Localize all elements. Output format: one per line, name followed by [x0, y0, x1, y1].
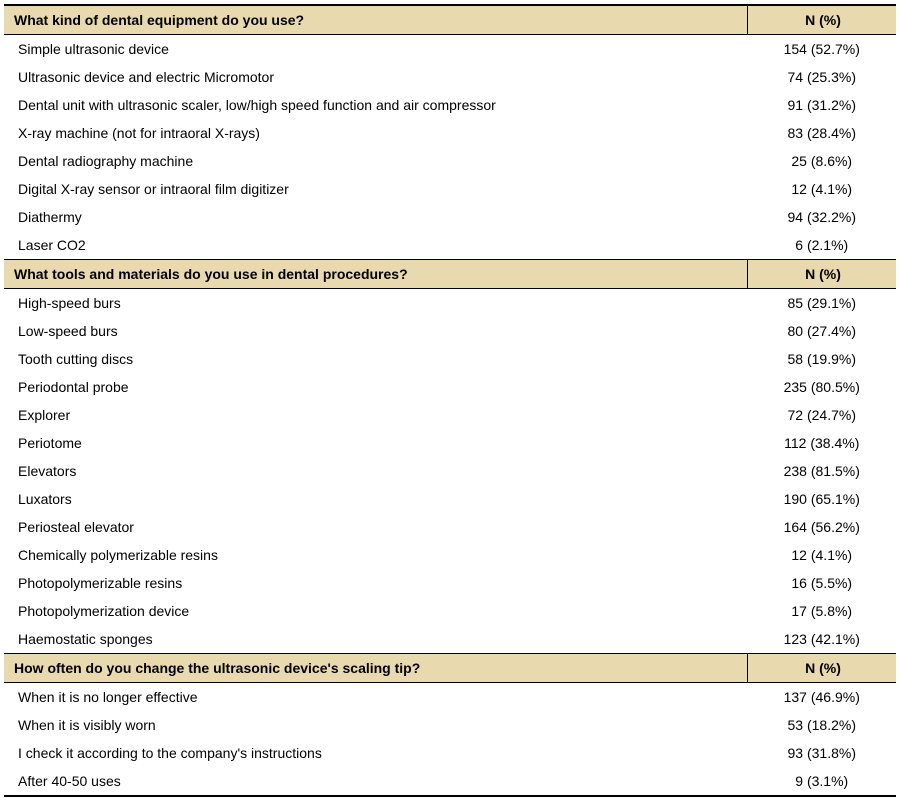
- row-label: Dental radiography machine: [4, 147, 748, 175]
- table-row: Diathermy94 (32.2%): [4, 203, 896, 231]
- row-label: Periodontal probe: [4, 373, 748, 401]
- table-row: Chemically polymerizable resins12 (4.1%): [4, 541, 896, 569]
- table-row: Dental unit with ultrasonic scaler, low/…: [4, 91, 896, 119]
- value-column-header: N (%): [748, 654, 897, 683]
- row-label: Periotome: [4, 429, 748, 457]
- row-label: Digital X-ray sensor or intraoral film d…: [4, 175, 748, 203]
- row-value: 80 (27.4%): [748, 317, 897, 345]
- row-value: 12 (4.1%): [748, 175, 897, 203]
- row-value: 112 (38.4%): [748, 429, 897, 457]
- row-label: Periosteal elevator: [4, 513, 748, 541]
- row-value: 58 (19.9%): [748, 345, 897, 373]
- row-value: 16 (5.5%): [748, 569, 897, 597]
- row-label: When it is no longer effective: [4, 683, 748, 712]
- table-row: After 40-50 uses9 (3.1%): [4, 767, 896, 796]
- row-label: When it is visibly worn: [4, 711, 748, 739]
- row-value: 53 (18.2%): [748, 711, 897, 739]
- table-row: Digital X-ray sensor or intraoral film d…: [4, 175, 896, 203]
- table-row: Explorer72 (24.7%): [4, 401, 896, 429]
- table-row: Photopolymerization device17 (5.8%): [4, 597, 896, 625]
- row-value: 164 (56.2%): [748, 513, 897, 541]
- row-value: 123 (42.1%): [748, 625, 897, 654]
- table-row: Periodontal probe235 (80.5%): [4, 373, 896, 401]
- row-value: 91 (31.2%): [748, 91, 897, 119]
- table-row: Low-speed burs80 (27.4%): [4, 317, 896, 345]
- section-question: What tools and materials do you use in d…: [4, 260, 748, 289]
- table-row: When it is no longer effective137 (46.9%…: [4, 683, 896, 712]
- row-label: Luxators: [4, 485, 748, 513]
- row-value: 154 (52.7%): [748, 35, 897, 64]
- row-label: High-speed burs: [4, 289, 748, 318]
- table-row: X-ray machine (not for intraoral X-rays)…: [4, 119, 896, 147]
- table-row: I check it according to the company's in…: [4, 739, 896, 767]
- row-value: 83 (28.4%): [748, 119, 897, 147]
- row-value: 238 (81.5%): [748, 457, 897, 485]
- row-label: Ultrasonic device and electric Micromoto…: [4, 63, 748, 91]
- row-label: Laser CO2: [4, 231, 748, 260]
- row-label: X-ray machine (not for intraoral X-rays): [4, 119, 748, 147]
- row-value: 9 (3.1%): [748, 767, 897, 796]
- row-label: Tooth cutting discs: [4, 345, 748, 373]
- row-value: 93 (31.8%): [748, 739, 897, 767]
- table-row: Elevators238 (81.5%): [4, 457, 896, 485]
- survey-table-wrapper: What kind of dental equipment do you use…: [4, 4, 896, 797]
- row-label: Diathermy: [4, 203, 748, 231]
- section-question: What kind of dental equipment do you use…: [4, 5, 748, 35]
- survey-table: What kind of dental equipment do you use…: [4, 4, 896, 797]
- table-row: When it is visibly worn53 (18.2%): [4, 711, 896, 739]
- table-row: High-speed burs85 (29.1%): [4, 289, 896, 318]
- row-value: 85 (29.1%): [748, 289, 897, 318]
- value-column-header: N (%): [748, 260, 897, 289]
- row-value: 235 (80.5%): [748, 373, 897, 401]
- row-value: 6 (2.1%): [748, 231, 897, 260]
- table-row: Haemostatic sponges123 (42.1%): [4, 625, 896, 654]
- row-label: Haemostatic sponges: [4, 625, 748, 654]
- row-value: 74 (25.3%): [748, 63, 897, 91]
- row-label: Simple ultrasonic device: [4, 35, 748, 64]
- row-label: I check it according to the company's in…: [4, 739, 748, 767]
- table-row: Ultrasonic device and electric Micromoto…: [4, 63, 896, 91]
- row-label: Explorer: [4, 401, 748, 429]
- table-row: Luxators190 (65.1%): [4, 485, 896, 513]
- section-header-row: What kind of dental equipment do you use…: [4, 5, 896, 35]
- table-row: Periotome112 (38.4%): [4, 429, 896, 457]
- row-value: 17 (5.8%): [748, 597, 897, 625]
- row-label: After 40-50 uses: [4, 767, 748, 796]
- row-value: 137 (46.9%): [748, 683, 897, 712]
- row-label: Low-speed burs: [4, 317, 748, 345]
- row-value: 12 (4.1%): [748, 541, 897, 569]
- table-row: Simple ultrasonic device154 (52.7%): [4, 35, 896, 64]
- row-label: Elevators: [4, 457, 748, 485]
- table-row: Photopolymerizable resins16 (5.5%): [4, 569, 896, 597]
- row-value: 190 (65.1%): [748, 485, 897, 513]
- row-label: Photopolymerization device: [4, 597, 748, 625]
- value-column-header: N (%): [748, 5, 897, 35]
- row-label: Chemically polymerizable resins: [4, 541, 748, 569]
- table-row: Tooth cutting discs58 (19.9%): [4, 345, 896, 373]
- row-value: 94 (32.2%): [748, 203, 897, 231]
- row-label: Dental unit with ultrasonic scaler, low/…: [4, 91, 748, 119]
- section-question: How often do you change the ultrasonic d…: [4, 654, 748, 683]
- section-header-row: How often do you change the ultrasonic d…: [4, 654, 896, 683]
- row-label: Photopolymerizable resins: [4, 569, 748, 597]
- table-row: Laser CO26 (2.1%): [4, 231, 896, 260]
- row-value: 25 (8.6%): [748, 147, 897, 175]
- row-value: 72 (24.7%): [748, 401, 897, 429]
- section-header-row: What tools and materials do you use in d…: [4, 260, 896, 289]
- table-row: Dental radiography machine25 (8.6%): [4, 147, 896, 175]
- table-row: Periosteal elevator164 (56.2%): [4, 513, 896, 541]
